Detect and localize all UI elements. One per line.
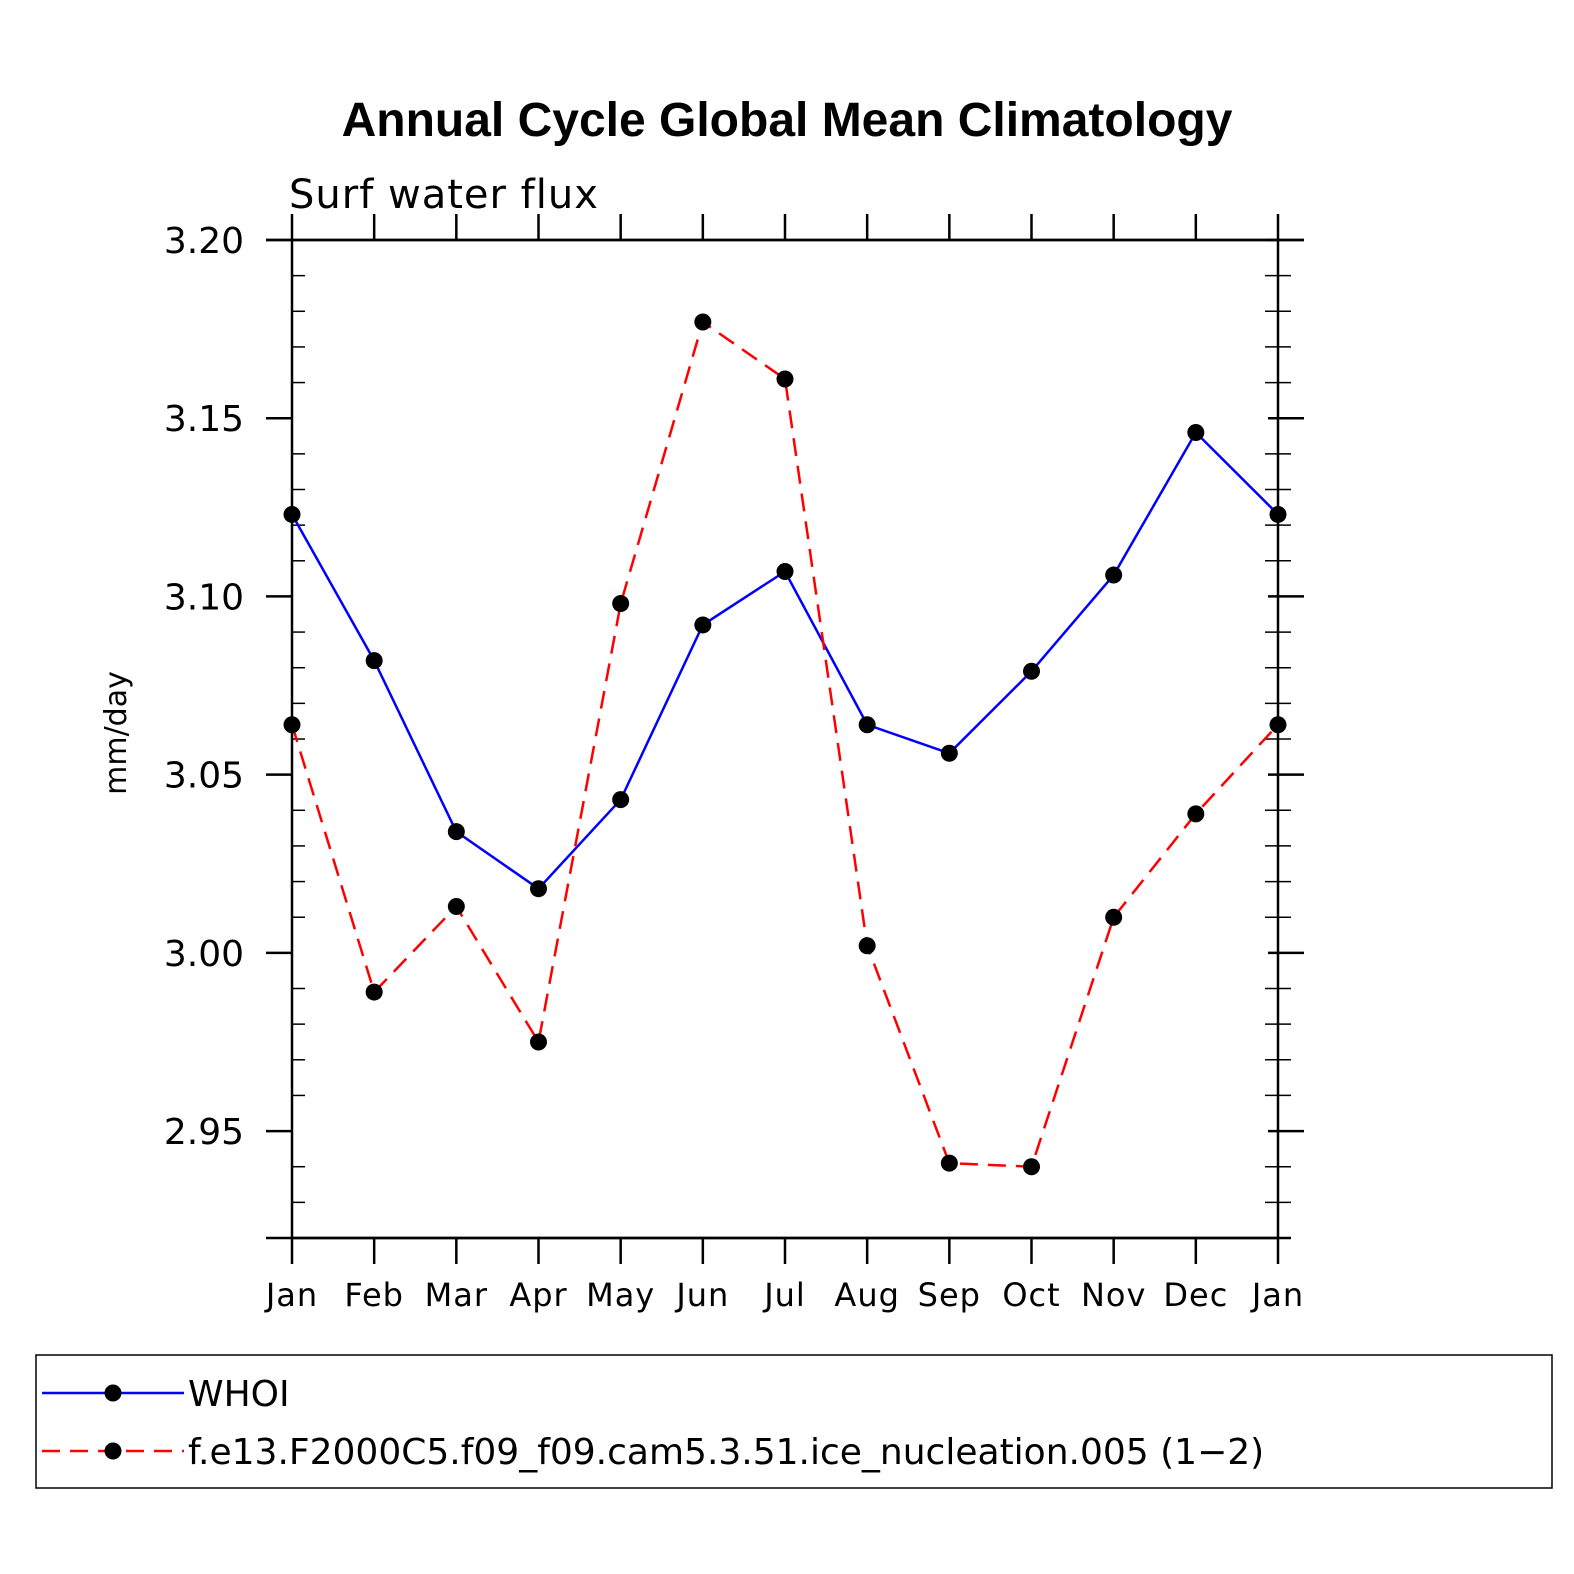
data-point-series-2	[1023, 1158, 1040, 1176]
y-tick-label: 3.00	[164, 934, 244, 975]
y-tick-label: 3.20	[164, 221, 244, 262]
plot-frame	[290, 238, 1280, 1240]
data-point-series-2	[1269, 716, 1287, 734]
x-tick-label: Jan	[1250, 1276, 1304, 1314]
data-point-series-1	[1269, 505, 1287, 523]
axis-ticks	[266, 214, 1304, 1264]
y-tick-label: 3.05	[164, 756, 244, 797]
x-tick-labels: Jan Feb Mar Apr May Jun Jul Aug Sep Oct Nov Dec Jan	[264, 1276, 1304, 1314]
x-tick-label: Jan	[264, 1276, 318, 1314]
y-tick-label: 2.95	[164, 1112, 244, 1153]
legend-marker-1	[104, 1384, 122, 1402]
x-tick-label: Nov	[1081, 1276, 1146, 1314]
legend-box	[35, 1354, 1553, 1489]
legend-marker-2	[104, 1442, 122, 1460]
x-tick-label: Jul	[762, 1276, 806, 1314]
data-point-series-2	[530, 1033, 547, 1051]
data-point-series-2	[612, 595, 630, 613]
data-point-series-1	[1187, 423, 1205, 441]
x-tick-label: Apr	[509, 1276, 567, 1314]
legend-label-2: f.e13.F2000C5.f09_f09.cam5.3.51.ice_nucl…	[188, 1432, 1264, 1473]
data-point-series-1	[858, 716, 876, 734]
y-tick-label: 3.15	[164, 399, 244, 440]
data-point-series-1	[530, 880, 547, 898]
data-point-series-1	[1105, 566, 1123, 584]
x-tick-label: Oct	[1002, 1276, 1060, 1314]
y-tick-labels: 2.95 3.00 3.05 3.10 3.15 3.20	[164, 221, 244, 1153]
legend: WHOI f.e13.F2000C5.f09_f09.cam5.3.51.ice_…	[35, 1354, 1553, 1489]
y-axis-title: mm/day	[99, 671, 134, 795]
data-point-series-1	[447, 823, 465, 841]
series-points	[283, 313, 1287, 1176]
x-tick-label: Dec	[1163, 1276, 1228, 1314]
data-point-series-2	[776, 370, 794, 388]
x-tick-label: May	[586, 1276, 655, 1314]
data-point-series-2	[283, 716, 301, 734]
x-tick-label: Aug	[834, 1276, 899, 1314]
series-line-2	[290, 319, 1279, 1168]
data-point-series-1	[940, 744, 958, 762]
x-tick-label: Sep	[918, 1276, 981, 1314]
data-point-series-1	[694, 616, 712, 634]
x-tick-label: Feb	[344, 1276, 404, 1314]
series-line-1	[290, 430, 1279, 891]
data-point-series-2	[694, 313, 712, 331]
legend-items: WHOI f.e13.F2000C5.f09_f09.cam5.3.51.ice_…	[42, 1374, 1264, 1473]
chart-title: Annual Cycle Global Mean Climatology	[342, 94, 1233, 147]
data-point-series-2	[447, 898, 465, 916]
data-point-series-2	[858, 937, 876, 955]
data-point-series-1	[283, 505, 301, 523]
legend-label-1: WHOI	[188, 1374, 290, 1415]
data-point-series-1	[776, 562, 794, 580]
data-point-series-1	[365, 652, 383, 670]
chart-subtitle: Surf water flux	[289, 172, 599, 218]
data-point-series-2	[1105, 908, 1123, 926]
data-point-series-2	[1187, 805, 1205, 823]
series-lines	[290, 319, 1279, 1168]
data-point-series-2	[365, 983, 383, 1001]
x-tick-label: Jun	[674, 1276, 729, 1314]
x-tick-label: Mar	[425, 1276, 488, 1314]
data-point-series-2	[940, 1154, 958, 1172]
y-tick-label: 3.10	[164, 577, 244, 618]
data-point-series-1	[1023, 662, 1040, 680]
data-point-series-1	[612, 791, 630, 809]
